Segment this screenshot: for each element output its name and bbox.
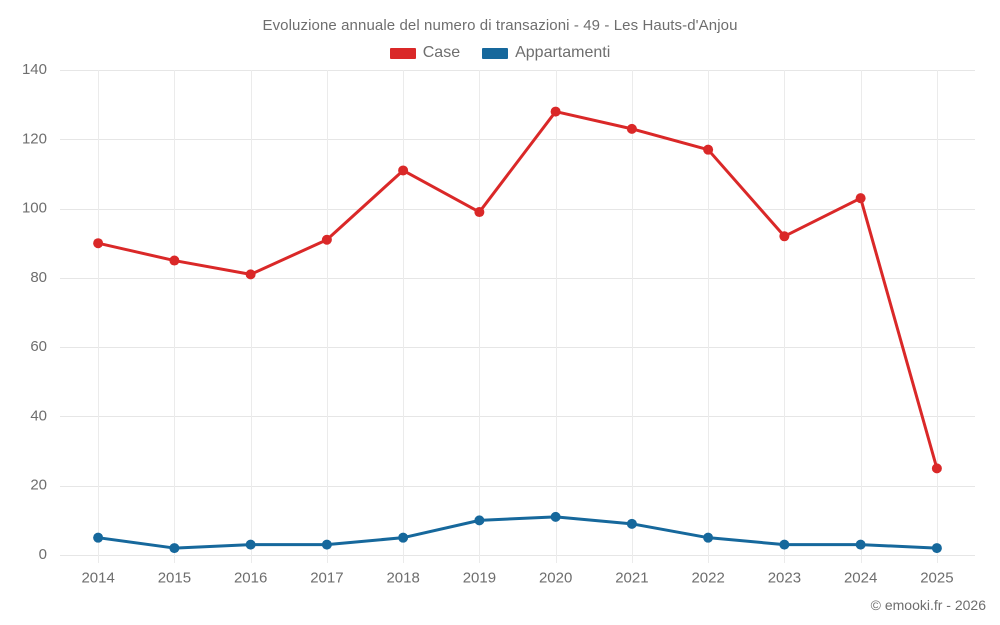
x-axis-tick-label: 2018 bbox=[386, 569, 419, 586]
copyright-credit: © emooki.fr - 2026 bbox=[870, 597, 986, 613]
y-axis-tick-labels: 0 20 40 60 80 100 120 140 bbox=[22, 61, 47, 563]
series-line-case bbox=[96, 110, 939, 470]
x-axis-tick-label: 2021 bbox=[615, 569, 648, 586]
y-axis-tick-label: 80 bbox=[30, 269, 47, 286]
data-point[interactable] bbox=[550, 106, 561, 117]
x-axis-tick-label: 2017 bbox=[310, 569, 343, 586]
data-point[interactable] bbox=[703, 532, 714, 543]
x-axis-tick-label: 2016 bbox=[234, 569, 267, 586]
data-point[interactable] bbox=[169, 255, 180, 266]
data-point[interactable] bbox=[93, 238, 104, 249]
data-point[interactable] bbox=[398, 165, 409, 176]
legend-label-case: Case bbox=[422, 44, 461, 61]
legend-label-appartamenti: Appartamenti bbox=[515, 44, 611, 61]
data-point[interactable] bbox=[779, 231, 790, 242]
legend-item-case[interactable]: Case bbox=[389, 44, 461, 62]
x-axis-tick-label: 2025 bbox=[920, 569, 953, 586]
data-point[interactable] bbox=[321, 539, 332, 550]
data-point[interactable] bbox=[779, 539, 790, 550]
y-axis-tick-label: 40 bbox=[30, 407, 47, 424]
data-point[interactable] bbox=[398, 532, 409, 543]
chart-legend: Case Appartamenti bbox=[0, 44, 1000, 62]
x-axis-tick-label: 2024 bbox=[844, 569, 877, 586]
x-axis-tick-label: 2014 bbox=[81, 569, 114, 586]
data-point[interactable] bbox=[703, 144, 714, 155]
x-axis-tick-label: 2022 bbox=[691, 569, 724, 586]
data-point[interactable] bbox=[855, 539, 866, 550]
data-point[interactable] bbox=[245, 539, 256, 550]
series-line-appartamenti bbox=[96, 515, 939, 550]
x-axis-tick-labels: 2014 2015 2016 2017 2018 2019 2020 2021 2022 2023… bbox=[81, 569, 953, 586]
data-point[interactable] bbox=[169, 543, 180, 554]
legend-swatch-case bbox=[389, 47, 416, 59]
data-point[interactable] bbox=[626, 518, 637, 529]
data-series-layer bbox=[93, 106, 942, 554]
x-axis-tick-label: 2015 bbox=[158, 569, 191, 586]
legend-item-appartamenti[interactable]: Appartamenti bbox=[482, 44, 610, 62]
y-axis-tick-label: 100 bbox=[22, 200, 47, 217]
legend-swatch-appartamenti bbox=[482, 47, 509, 59]
x-axis-tick-label: 2023 bbox=[768, 569, 801, 586]
y-axis-tick-label: 140 bbox=[22, 61, 47, 78]
data-point[interactable] bbox=[93, 532, 104, 543]
data-point[interactable] bbox=[931, 463, 942, 474]
data-point[interactable] bbox=[626, 123, 637, 134]
data-point[interactable] bbox=[550, 511, 561, 522]
y-axis-tick-label: 20 bbox=[30, 477, 47, 494]
x-axis-tick-label: 2019 bbox=[463, 569, 496, 586]
data-point[interactable] bbox=[321, 234, 332, 245]
data-point[interactable] bbox=[245, 269, 256, 280]
x-axis-tick-label: 2020 bbox=[539, 569, 572, 586]
y-axis-tick-label: 60 bbox=[30, 338, 47, 355]
data-point[interactable] bbox=[474, 207, 485, 218]
y-axis-tick-label: 120 bbox=[22, 130, 47, 147]
data-point[interactable] bbox=[931, 543, 942, 554]
horizontal-gridlines bbox=[60, 70, 975, 556]
data-point[interactable] bbox=[855, 193, 866, 204]
y-axis-tick-label: 0 bbox=[39, 546, 47, 563]
chart-title: Evoluzione annuale del numero di transaz… bbox=[262, 17, 738, 34]
vertical-gridlines bbox=[98, 70, 938, 563]
data-point[interactable] bbox=[474, 515, 485, 526]
